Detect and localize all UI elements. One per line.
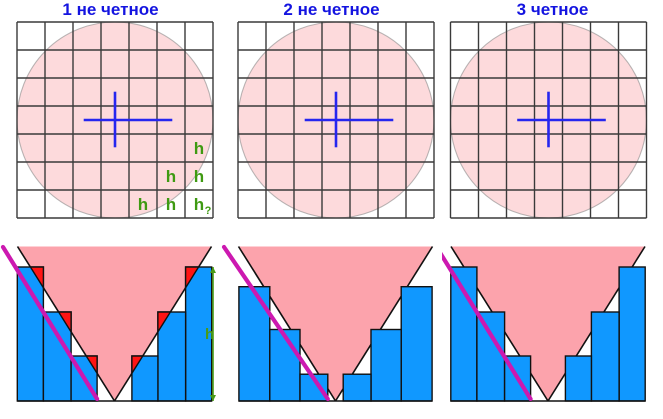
svg-text:h: h	[166, 167, 176, 186]
svg-text:3 четное: 3 четное	[517, 0, 589, 19]
svg-text:h: h	[194, 139, 204, 158]
svg-text:h: h	[205, 326, 214, 343]
svg-text:1 не четное: 1 не четное	[62, 0, 158, 19]
svg-text:h: h	[138, 195, 148, 214]
svg-text:h: h	[166, 195, 176, 214]
svg-text:?: ?	[205, 205, 212, 217]
svg-text:h: h	[194, 167, 204, 186]
svg-text:h: h	[194, 195, 204, 214]
svg-text:2 не четное: 2 не четное	[283, 0, 379, 19]
